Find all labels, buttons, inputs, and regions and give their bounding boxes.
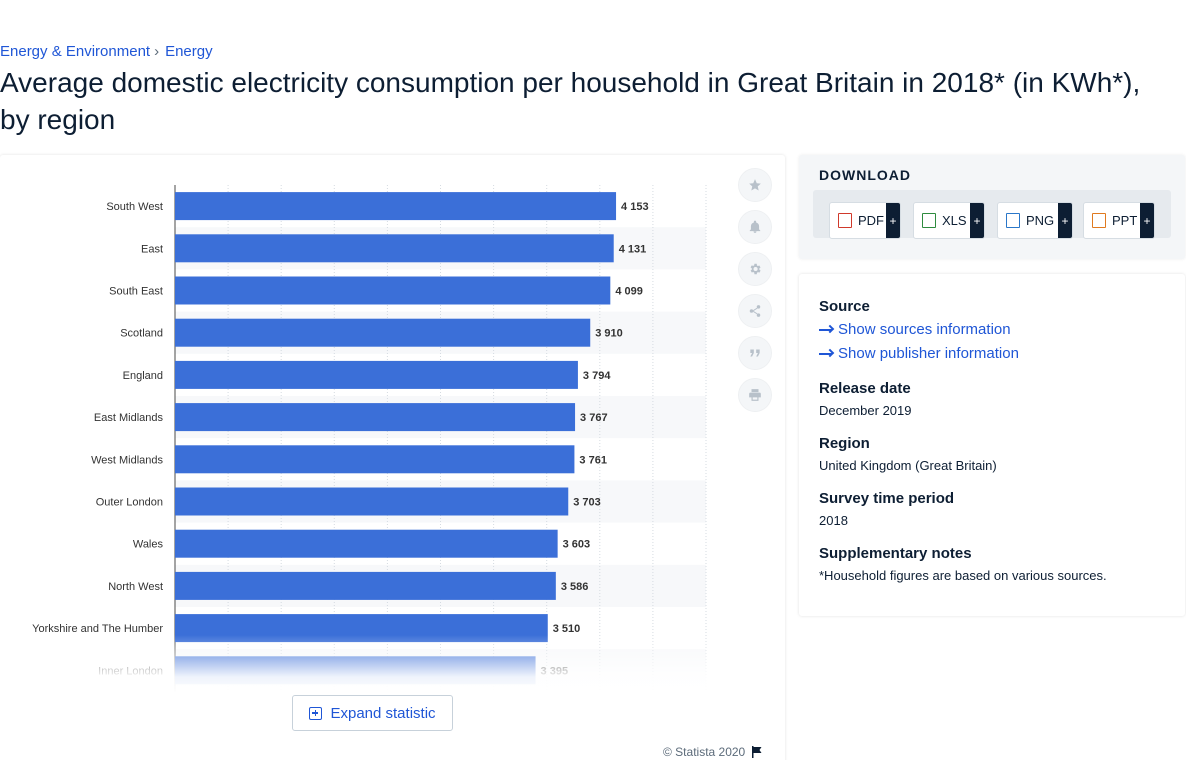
bar <box>175 192 617 221</box>
quote-icon <box>750 349 760 357</box>
breadcrumb: Energy & Environment › Energy <box>0 43 213 60</box>
category-label: West Midlands <box>91 454 163 466</box>
data-label: 3 910 <box>595 328 623 340</box>
expand-statistic-label: Expand statistic <box>330 704 436 722</box>
ppt-file-icon <box>1092 213 1106 228</box>
data-label: 3 767 <box>580 412 608 424</box>
flag-icon[interactable] <box>751 746 763 758</box>
share-icon <box>749 305 761 317</box>
download-pdf-label: PDF <box>858 213 884 228</box>
bar <box>175 529 558 558</box>
notification-button[interactable] <box>738 210 772 244</box>
bar <box>175 234 614 263</box>
supplementary-notes-value: *Household figures are based on various … <box>819 568 1107 583</box>
bar <box>175 360 578 389</box>
category-label: Outer London <box>96 497 163 509</box>
show-sources-link[interactable]: Show sources information <box>819 321 1011 338</box>
download-ppt-plus[interactable]: + <box>1140 203 1154 238</box>
bar-chart: South West 4 153 East 4 131 South East 4 099 S… <box>32 185 707 692</box>
breadcrumb-separator: › <box>154 43 160 60</box>
arrow-right-icon <box>819 352 832 355</box>
settings-button[interactable] <box>738 252 772 286</box>
expand-icon <box>309 706 323 720</box>
share-button[interactable] <box>738 294 772 328</box>
copyright: © Statista 2020 <box>663 745 763 759</box>
bar <box>175 318 591 347</box>
download-xls-label: XLS <box>942 213 967 228</box>
expand-statistic-button[interactable]: Expand statistic <box>292 695 453 731</box>
chart-toolbar <box>738 168 772 420</box>
data-label: 3 510 <box>553 623 581 635</box>
download-ppt-button[interactable]: PPT + <box>1083 202 1155 239</box>
data-label: 4 099 <box>615 286 643 298</box>
download-title: DOWNLOAD <box>819 167 911 183</box>
survey-period-label: Survey time period <box>819 490 955 507</box>
supplementary-notes-label: Supplementary notes <box>819 545 972 562</box>
show-publisher-label: Show publisher information <box>838 345 1019 362</box>
category-label: Yorkshire and The Humber <box>32 623 163 635</box>
category-label: East <box>141 243 163 255</box>
bar <box>175 656 536 685</box>
bar <box>175 487 569 516</box>
print-button[interactable] <box>738 378 772 412</box>
breadcrumb-item-energy[interactable]: Energy <box>165 43 213 60</box>
show-publisher-link[interactable]: Show publisher information <box>819 345 1019 362</box>
download-panel: DOWNLOAD PDF + XLS + PNG + PPT + <box>799 155 1185 259</box>
png-file-icon <box>1006 213 1020 228</box>
breadcrumb-item-energy-environment[interactable]: Energy & Environment <box>0 43 151 60</box>
gear-icon <box>750 263 761 275</box>
download-buttons-row: PDF + XLS + PNG + PPT + <box>813 190 1171 239</box>
arrow-right-icon <box>819 328 832 331</box>
copyright-text: © Statista 2020 <box>663 745 746 759</box>
statistic-info-panel: Source Show sources information Show pub… <box>799 274 1185 616</box>
download-ppt-label: PPT <box>1112 213 1138 228</box>
data-label: 4 131 <box>619 243 647 255</box>
star-icon <box>749 179 761 191</box>
bar <box>175 445 575 474</box>
region-value: United Kingdom (Great Britain) <box>819 458 997 473</box>
data-label: 4 153 <box>621 201 649 213</box>
region-label: Region <box>819 435 870 452</box>
xls-file-icon <box>922 213 936 228</box>
download-png-button[interactable]: PNG + <box>997 202 1073 239</box>
page-title: Average domestic electricity consumption… <box>0 67 1141 135</box>
release-date-label: Release date <box>819 380 911 397</box>
bar <box>175 403 576 432</box>
data-label: 3 586 <box>561 581 589 593</box>
data-label: 3 761 <box>579 454 607 466</box>
print-icon <box>749 389 761 401</box>
bar <box>175 571 556 600</box>
category-label: East Midlands <box>94 412 164 424</box>
category-label: South West <box>106 201 163 213</box>
pdf-file-icon <box>838 213 852 228</box>
download-png-label: PNG <box>1026 213 1055 228</box>
bar <box>175 614 548 643</box>
data-label: 3 794 <box>583 370 611 382</box>
download-xls-plus[interactable]: + <box>970 203 984 238</box>
category-label: Wales <box>133 539 164 551</box>
favorite-button[interactable] <box>738 168 772 202</box>
category-label: Scotland <box>120 328 163 340</box>
category-label: Inner London <box>98 665 163 677</box>
bar <box>175 276 611 305</box>
data-label: 3 703 <box>573 497 601 509</box>
category-label: North West <box>108 581 163 593</box>
data-label: 3 603 <box>563 539 591 551</box>
show-sources-label: Show sources information <box>838 321 1011 338</box>
cite-button[interactable] <box>738 336 772 370</box>
survey-period-value: 2018 <box>819 513 848 528</box>
download-pdf-button[interactable]: PDF + <box>829 202 901 239</box>
release-date-value: December 2019 <box>819 403 912 418</box>
category-label: South East <box>109 286 163 298</box>
source-label: Source <box>819 298 870 315</box>
data-label: 3 395 <box>541 665 569 677</box>
download-pdf-plus[interactable]: + <box>886 203 900 238</box>
download-png-plus[interactable]: + <box>1058 203 1072 238</box>
download-xls-button[interactable]: XLS + <box>913 202 985 239</box>
chart-card: South West 4 153 East 4 131 South East 4 099 S… <box>0 155 785 760</box>
category-label: England <box>123 370 163 382</box>
bell-icon <box>749 220 761 233</box>
